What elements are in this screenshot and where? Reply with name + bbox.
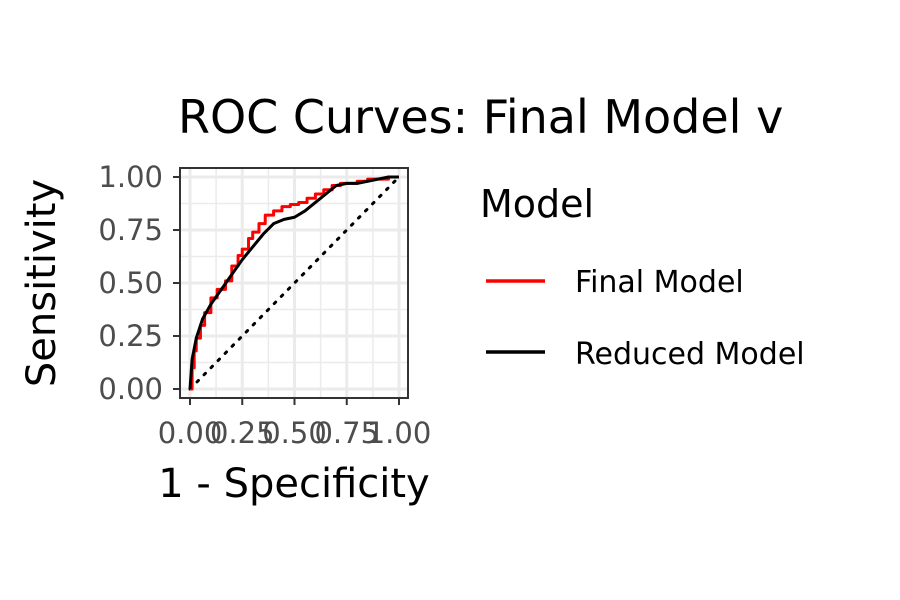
series-line-reduced-model bbox=[188, 175, 399, 390]
legend-title: Model bbox=[480, 182, 594, 226]
legend: Model Final Model Reduced Model bbox=[480, 182, 805, 372]
x-axis-title: 1 - Specificity bbox=[158, 461, 429, 507]
y-axis: 0.00 0.25 0.50 0.75 1.00 bbox=[98, 160, 180, 406]
x-tick-label: 0.00 bbox=[158, 416, 223, 450]
chart-title: ROC Curves: Final Model v bbox=[178, 90, 783, 144]
series-layer bbox=[188, 175, 399, 391]
grid-major bbox=[181, 169, 407, 397]
x-tick-label: 0.50 bbox=[262, 416, 327, 450]
y-tick-label: 0.25 bbox=[98, 319, 163, 353]
reference-diagonal bbox=[188, 175, 401, 391]
y-tick-label: 0.00 bbox=[98, 372, 163, 406]
x-tick-label: 0.25 bbox=[210, 416, 275, 450]
x-axis: 0.000.250.500.751.00 bbox=[158, 398, 432, 450]
legend-label-reduced-model: Reduced Model bbox=[575, 337, 805, 372]
y-tick-label: 0.50 bbox=[98, 266, 163, 300]
y-tick-label: 1.00 bbox=[98, 160, 163, 194]
x-tick-label: 1.00 bbox=[367, 416, 432, 450]
x-tick-label: 0.75 bbox=[314, 416, 379, 450]
legend-label-final-model: Final Model bbox=[575, 265, 744, 300]
plot-panel bbox=[179, 167, 409, 399]
y-axis-title: Sensitivity bbox=[19, 179, 65, 387]
y-tick-label: 0.75 bbox=[98, 213, 163, 247]
